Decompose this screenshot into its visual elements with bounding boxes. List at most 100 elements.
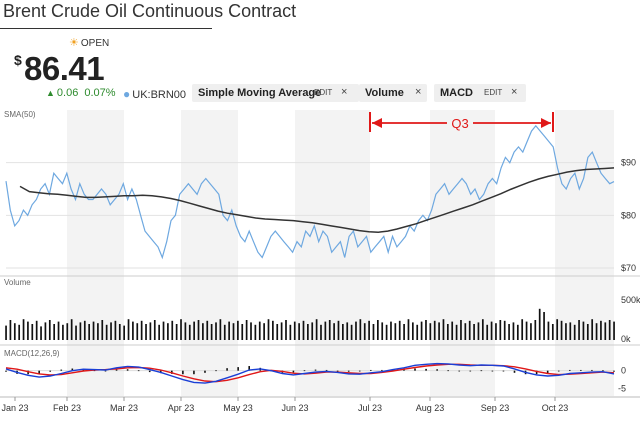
x-axis-tick-label: Jun 23	[281, 403, 308, 413]
macd-histogram-bar	[591, 369, 593, 371]
volume-bar	[18, 324, 21, 340]
volume-bar	[153, 320, 156, 340]
volume-bar	[551, 324, 554, 340]
volume-bar	[114, 320, 117, 340]
volume-bar	[53, 324, 56, 340]
macd-histogram-bar	[115, 369, 118, 371]
volume-bar	[263, 323, 265, 340]
macd-histogram-bar	[425, 368, 427, 371]
volume-panel-label: Volume	[4, 278, 31, 287]
volume-bar	[123, 325, 126, 340]
macd-histogram-bar	[513, 370, 516, 373]
volume-bar	[350, 324, 353, 340]
macd-histogram-bar	[314, 369, 317, 371]
ticker-legend[interactable]: ● UK:BRN00	[123, 87, 186, 101]
price-series-line	[5, 124, 615, 260]
volume-bar	[237, 320, 239, 340]
volume-bar	[232, 323, 235, 340]
month-shade-band	[555, 110, 614, 396]
price-y-tick: $80	[621, 210, 636, 220]
volume-y-tick: 500k	[621, 295, 640, 305]
close-macd-button[interactable]: ×	[511, 86, 518, 98]
q3-arrowhead-left	[372, 118, 382, 128]
volume-bar	[272, 320, 274, 340]
volume-bar	[223, 324, 226, 340]
edit-sma-button[interactable]: EDIT	[314, 88, 333, 97]
volume-bar	[433, 320, 436, 340]
macd-histogram-bar	[137, 370, 140, 372]
macd-histogram-bar	[414, 368, 416, 371]
volume-bar	[206, 320, 209, 340]
x-axis-tick-label: May 23	[223, 403, 253, 413]
last-price: 86.41	[24, 50, 105, 87]
volume-bar	[276, 324, 279, 340]
close-volume-button[interactable]: ×	[415, 86, 422, 98]
macd-histogram-bar	[602, 370, 604, 372]
volume-bar	[250, 322, 252, 340]
volume-bar	[101, 320, 104, 340]
volume-bar	[219, 319, 222, 340]
volume-bar	[525, 321, 528, 340]
volume-bar	[31, 324, 34, 340]
volume-bar	[411, 322, 414, 340]
macd-histogram-bar	[292, 370, 295, 373]
macd-histogram-bar	[148, 370, 151, 373]
volume-bar	[13, 323, 16, 340]
volume-bar	[608, 320, 611, 340]
volume-bar	[390, 321, 392, 340]
volume-bar	[180, 319, 182, 340]
change-value: 0.06	[56, 87, 79, 99]
study-pill-volume[interactable]: Volume ×	[359, 84, 427, 102]
volume-bar	[184, 322, 187, 340]
volume-bar	[70, 319, 73, 340]
volume-bar	[600, 320, 602, 340]
macd-histogram-bar	[491, 370, 494, 372]
volume-bar	[5, 325, 7, 340]
study-pill-macd[interactable]: MACD EDIT ×	[434, 84, 526, 102]
sun-icon: ☀	[69, 37, 79, 49]
month-shade-band	[430, 110, 495, 396]
macd-histogram-bar	[303, 370, 306, 372]
volume-bar	[210, 324, 213, 340]
macd-histogram-bar	[469, 370, 472, 372]
edit-macd-button[interactable]: EDIT	[484, 88, 503, 97]
volume-bar	[307, 324, 309, 340]
volume-bar	[158, 324, 160, 340]
volume-bar	[499, 320, 502, 340]
macd-histogram-bar	[182, 370, 184, 375]
volume-bar	[547, 321, 550, 340]
volume-bar	[280, 322, 283, 340]
volume-bar	[44, 322, 47, 340]
volume-bar	[127, 319, 130, 340]
volume-bar	[66, 323, 69, 340]
volume-bar	[315, 319, 318, 340]
volume-bar	[556, 319, 559, 340]
macd-histogram-bar	[403, 369, 405, 371]
x-axis-tick-label: Jul 23	[358, 403, 382, 413]
volume-bar	[105, 324, 108, 340]
x-axis-tick-label: Sep 23	[481, 403, 510, 413]
study-label-volume: Volume	[365, 87, 404, 99]
close-sma-button[interactable]: ×	[341, 86, 348, 98]
macd-panel-label: MACD(12,26,9)	[4, 349, 60, 358]
volume-bar	[193, 321, 195, 340]
volume-bar	[429, 323, 432, 340]
volume-bar	[171, 320, 174, 340]
volume-bar	[57, 321, 60, 340]
x-axis-tick-label: Apr 23	[168, 403, 195, 413]
volume-bar	[416, 324, 419, 340]
volume-bar	[481, 319, 484, 340]
volume-bar	[565, 323, 567, 340]
volume-bar	[83, 320, 86, 340]
volume-bar	[132, 321, 134, 340]
volume-bar	[342, 324, 344, 340]
macd-histogram-bar	[370, 369, 372, 371]
volume-bar	[118, 324, 121, 340]
study-pill-sma[interactable]: Simple Moving Average EDIT ×	[192, 84, 359, 102]
volume-bar	[586, 324, 589, 340]
volume-bar	[569, 322, 572, 340]
volume-bar	[464, 323, 467, 340]
volume-bar	[543, 312, 545, 340]
volume-bar	[486, 324, 489, 340]
